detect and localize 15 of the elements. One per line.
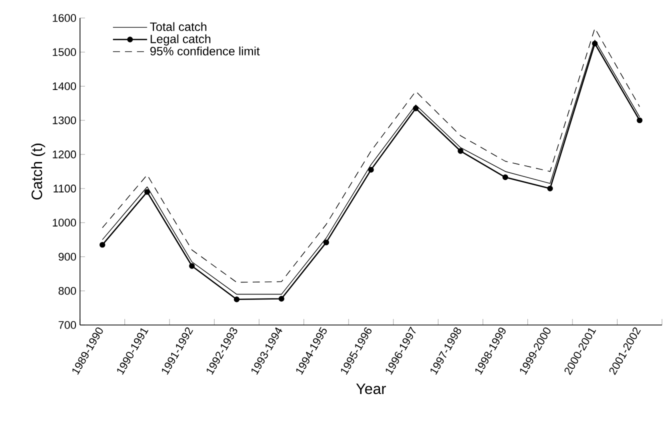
y-tick-label: 800 — [58, 286, 76, 295]
y-tick-label: 1200 — [52, 150, 76, 158]
y-tick-label: 1400 — [52, 82, 76, 90]
y-tick-label: 700 — [58, 321, 76, 329]
y-tick-label: 1500 — [52, 48, 76, 56]
legend-label: Legal catch — [150, 34, 210, 46]
y-tick-label: 900 — [58, 252, 76, 261]
y-tick-label: 1100 — [54, 184, 76, 192]
y-tick-label: 1300 — [52, 116, 76, 124]
legend-label: Total catch — [150, 22, 206, 31]
y-axis-title: Catch (t) — [31, 144, 46, 200]
x-axis-title: Year — [356, 384, 386, 394]
y-tick-label: 1000 — [52, 218, 76, 227]
legend-label: 95% confidence limit — [150, 46, 260, 56]
y-tick-label: 1600 — [52, 14, 76, 22]
